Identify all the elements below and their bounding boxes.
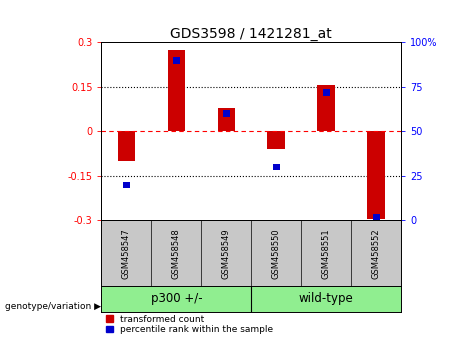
Title: GDS3598 / 1421281_at: GDS3598 / 1421281_at xyxy=(171,28,332,41)
Bar xyxy=(267,131,285,149)
Bar xyxy=(173,57,180,63)
Bar xyxy=(168,50,185,131)
Bar xyxy=(273,164,280,170)
Text: GSM458550: GSM458550 xyxy=(272,228,281,279)
Bar xyxy=(323,89,330,96)
Text: wild-type: wild-type xyxy=(299,292,354,306)
Bar xyxy=(118,131,135,161)
Text: GSM458548: GSM458548 xyxy=(172,228,181,279)
Text: GSM458549: GSM458549 xyxy=(222,228,231,279)
Legend: transformed count, percentile rank within the sample: transformed count, percentile rank withi… xyxy=(106,315,273,335)
Bar xyxy=(218,108,235,131)
Bar xyxy=(318,86,335,131)
Text: GSM458552: GSM458552 xyxy=(372,228,381,279)
Bar xyxy=(223,110,230,117)
Text: GSM458547: GSM458547 xyxy=(122,228,131,279)
Bar xyxy=(123,182,130,188)
Text: GSM458551: GSM458551 xyxy=(322,228,331,279)
Bar xyxy=(372,213,379,220)
Bar xyxy=(367,131,385,219)
Text: p300 +/-: p300 +/- xyxy=(151,292,202,306)
Text: genotype/variation ▶: genotype/variation ▶ xyxy=(5,302,100,311)
